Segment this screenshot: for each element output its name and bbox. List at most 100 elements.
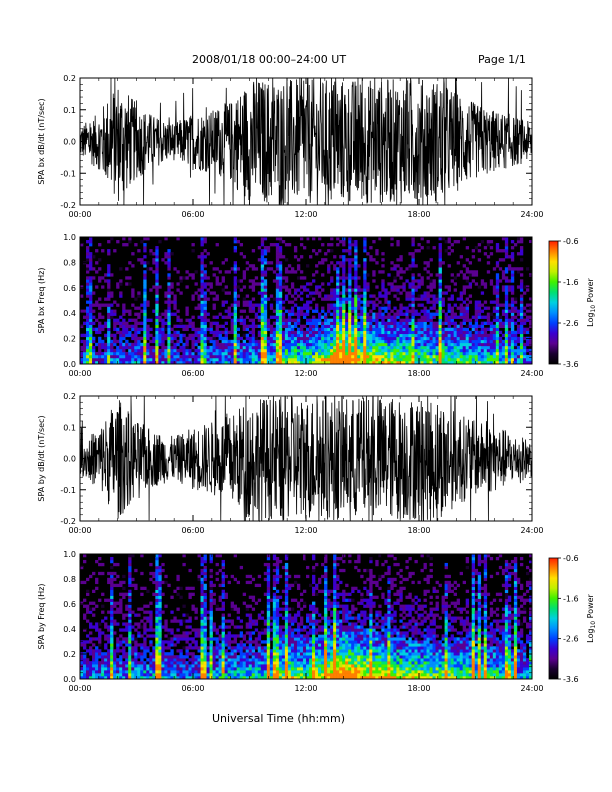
heatmap-cell [128,646,132,650]
heatmap-cell [263,306,268,310]
heatmap-cell [480,303,485,307]
heatmap-cell [345,354,349,359]
heatmap-cell [456,342,460,347]
heatmap-cell [405,345,409,350]
heatmap-cell [519,258,524,262]
heatmap-cell [342,258,346,262]
heatmap-cell [387,291,391,295]
heatmap-cell [263,261,268,265]
heatmap-cell [444,351,448,356]
heatmap-cell [263,252,268,256]
heatmap-cell [336,297,340,301]
heatmap-cell [378,300,382,304]
heatmap-cell [465,267,470,271]
heatmap-cell [318,339,322,344]
heatmap-cell [92,327,96,332]
heatmap-cell [360,327,364,332]
heatmap-cell [137,661,141,665]
heatmap-cell [92,360,96,365]
heatmap-cell [173,676,177,680]
heatmap-cell [257,357,262,362]
heatmap-cell [218,649,222,653]
heatmap-cell [104,342,108,347]
heatmap-cell [155,574,159,579]
heatmap-cell [176,333,180,338]
heatmap-cell [480,354,485,359]
heatmap-cell [315,303,319,307]
heatmap-cell [191,297,195,301]
heatmap-cell [492,306,497,310]
heatmap-cell [197,670,201,674]
heatmap-cell [516,285,521,289]
heatmap-cell [272,270,277,274]
heatmap-cell [441,330,445,335]
heatmap-cell [122,243,126,247]
heatmap-cell [179,348,183,353]
heatmap-cell [495,288,500,292]
heatmap-cell [221,637,225,641]
heatmap-cell [137,345,141,350]
heatmap-cell [158,628,162,632]
heatmap-cell [501,357,506,362]
heatmap-cell [167,258,171,262]
page-number: Page 1/1 [478,53,526,66]
heatmap-cell [113,604,117,608]
heatmap-cell [438,267,442,271]
heatmap-cell [203,631,207,635]
heatmap-cell [272,336,277,341]
heatmap-cell [336,345,340,350]
heatmap-cell [315,357,319,362]
heatmap-cell [504,333,509,338]
heatmap-cell [134,649,138,653]
heatmap-cell [435,294,439,298]
heatmap-cell [474,345,479,350]
heatmap-cell [209,622,213,626]
heatmap-cell [348,315,352,319]
heatmap-cell [182,634,186,638]
heatmap-cell [429,345,433,350]
heatmap-cell [453,288,457,292]
heatmap-cell [143,321,147,325]
heatmap-cell [125,342,129,347]
heatmap-cell [462,315,466,319]
heatmap-cell [399,309,403,313]
heatmap-cell [128,559,132,564]
heatmap-cell [224,333,228,338]
heatmap-cell [227,670,231,674]
heatmap-cell [302,324,307,329]
heatmap-cell [155,640,159,644]
heatmap-cell [420,333,424,338]
heatmap-cell [164,357,168,362]
heatmap-cell [110,333,114,338]
heatmap-cell [309,354,313,359]
heatmap-cell [257,342,262,347]
heatmap-cell [420,303,424,307]
heatmap-cell [218,661,222,665]
heatmap-cell [414,360,418,365]
heatmap-cell [266,297,271,301]
heatmap-cell [218,360,222,365]
heatmap-cell [224,592,228,596]
heatmap-cell [354,351,358,356]
heatmap-cell [125,243,129,247]
heatmap-cell [348,324,352,329]
heatmap-cell [495,360,500,365]
heatmap-cell [176,342,180,347]
heatmap-cell [438,354,442,359]
heatmap-cell [429,294,433,298]
heatmap-cell [387,327,391,332]
heatmap-cell [354,342,358,347]
heatmap-cell [80,294,84,298]
heatmap-cell [495,294,500,298]
heatmap-cell [167,583,171,588]
heatmap-cell [465,327,470,332]
heatmap-cell [348,360,352,365]
heatmap-cell [414,327,418,332]
heatmap-cell [504,303,509,307]
heatmap-cell [525,303,530,307]
heatmap-cell [306,336,310,341]
heatmap-cell [420,279,424,283]
heatmap-cell [80,658,84,662]
heatmap-cell [293,324,298,329]
heatmap-cell [146,237,150,241]
